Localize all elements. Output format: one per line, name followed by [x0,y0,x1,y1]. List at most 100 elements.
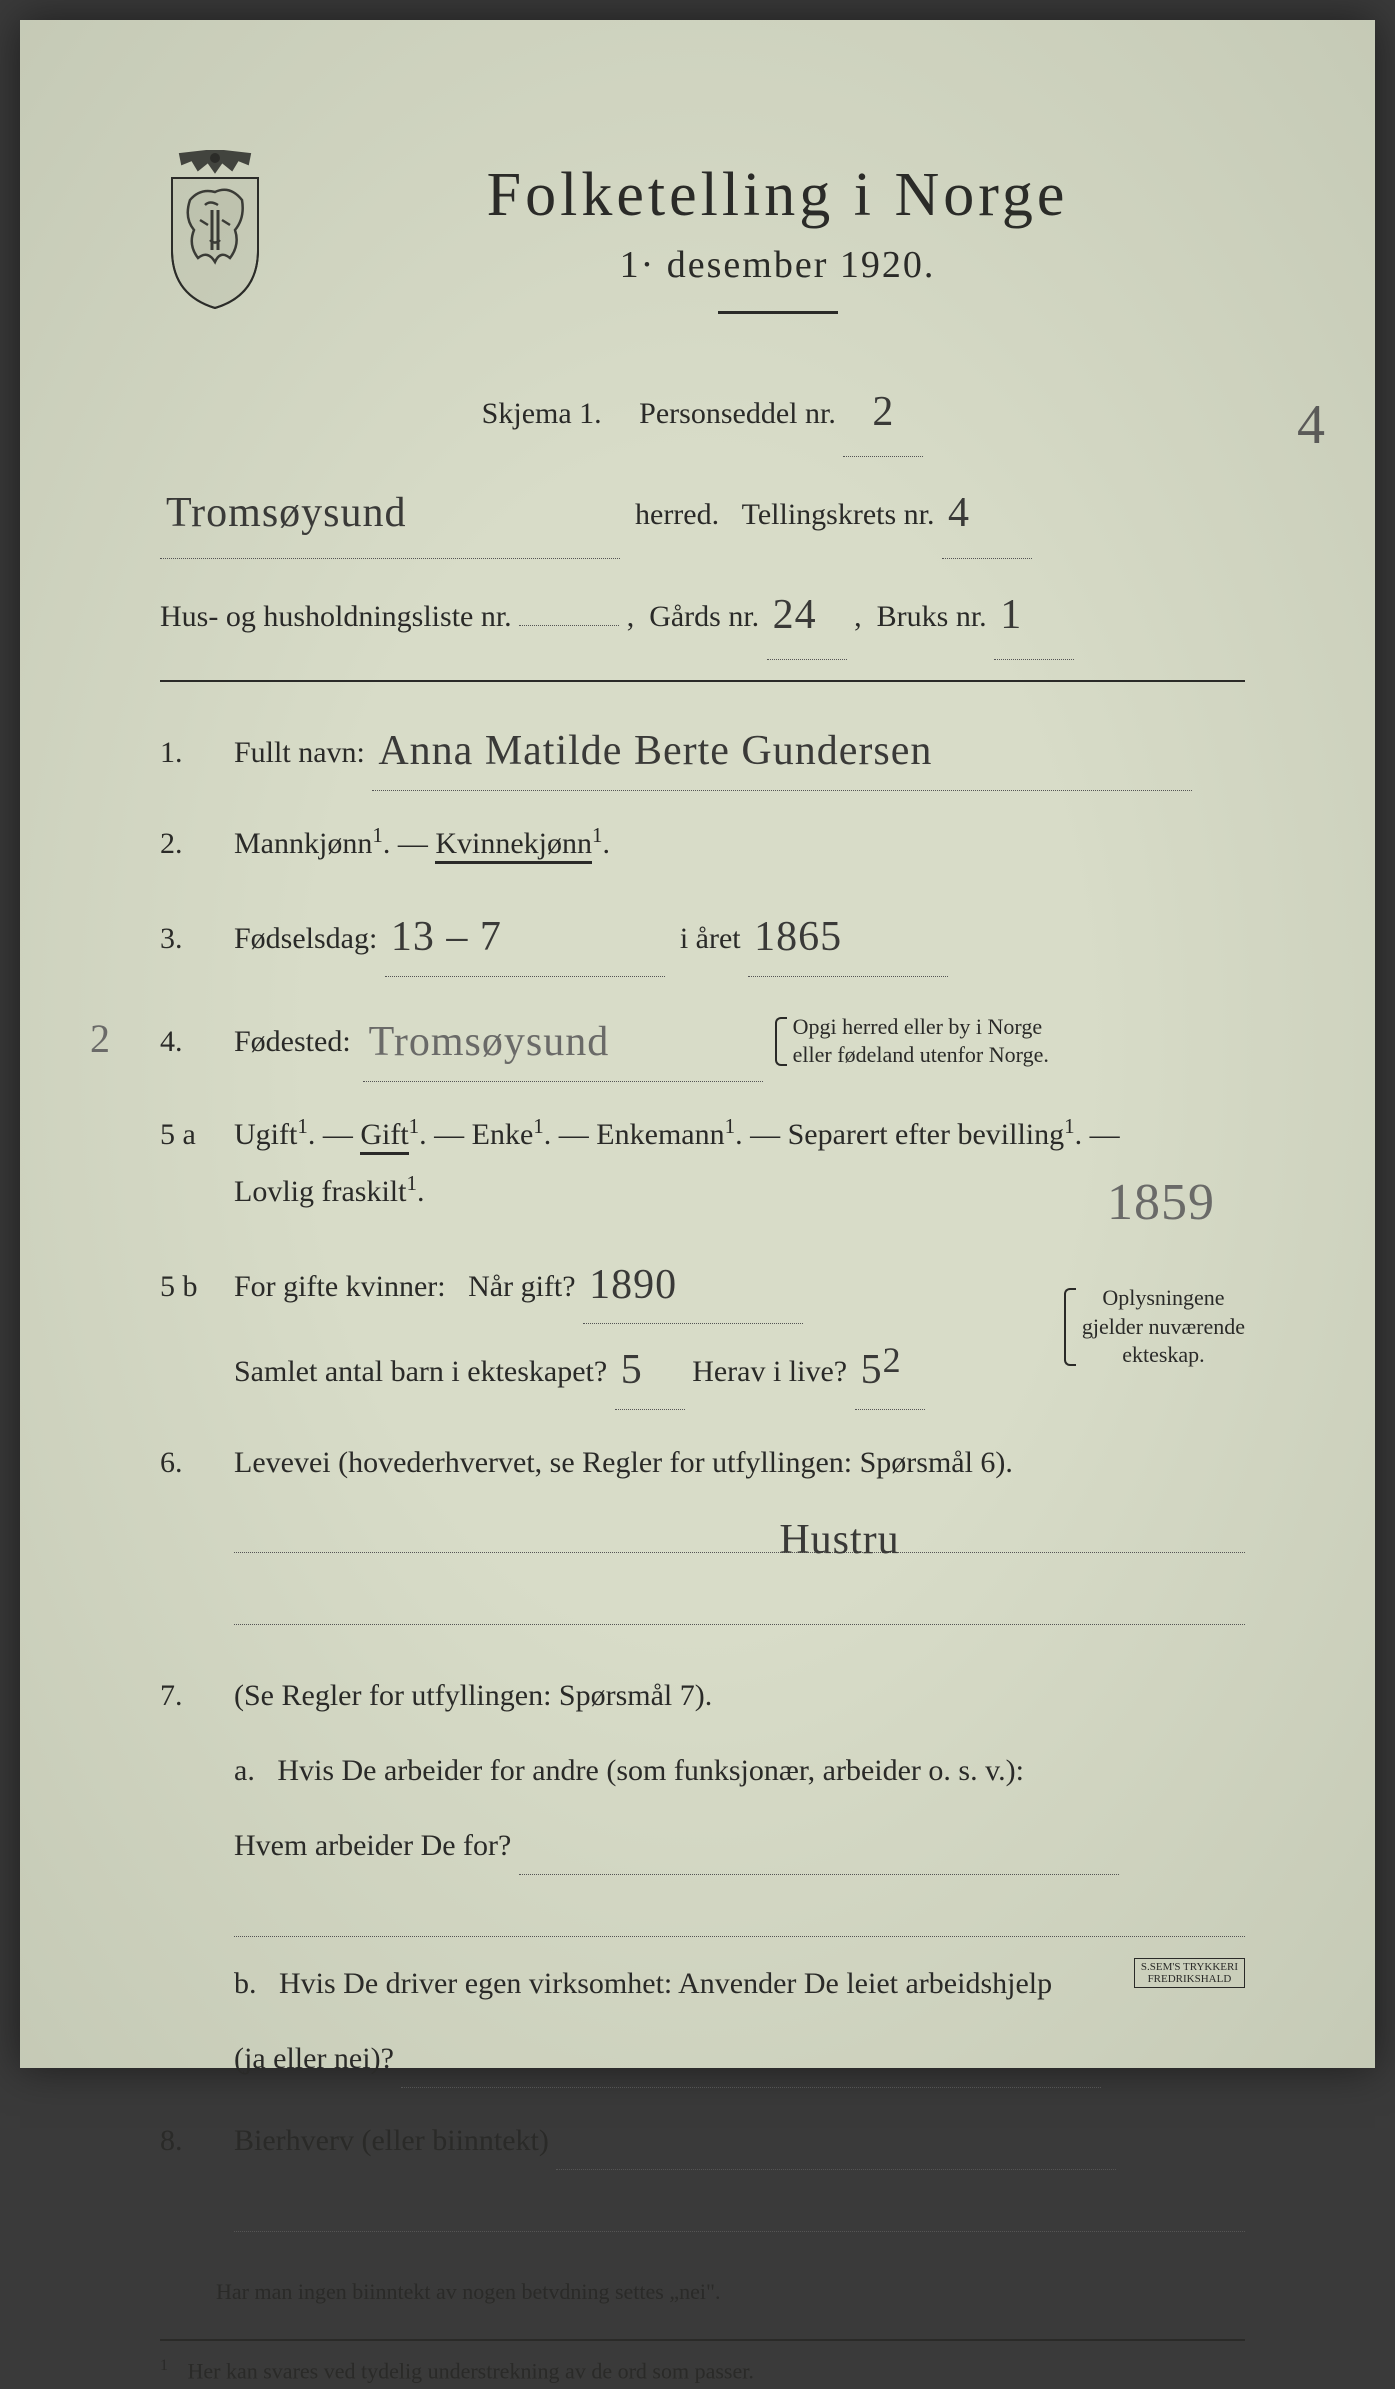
q6-value: Hustru [779,1517,899,1563]
header: Folketelling i Norge 1· desember 1920. [160,130,1245,354]
footnote-num: 1 [160,2357,168,2374]
q5a-line2: Lovlig fraskilt [234,1175,406,1208]
personseddel-nr: 2 [872,389,894,435]
q2-mann: Mannkjønn [234,827,372,860]
q4-value: Tromsøysund [369,1019,610,1065]
q7-label: (Se Regler for utfyllingen: Spørsmål 7). [234,1679,712,1712]
tellingskrets-label: Tellingskrets nr. [742,498,935,531]
q3-row: 3. Fødselsdag: 13 – 7 i året 1865 [160,896,1245,977]
q2-dash: — [398,827,436,860]
skjema-label: Skjema 1. [482,397,602,430]
q5a-pencil-year: 1859 [1107,1154,1215,1253]
q5a-opt4: Separert efter bevilling [788,1118,1065,1151]
personseddel-label: Personseddel nr. [639,397,836,430]
q5a-row: 5 a Ugift1. — Gift1. — Enke1. — Enkemann… [160,1106,1245,1220]
q5a-opt1: Gift [360,1118,408,1155]
gards-nr: 24 [773,592,817,638]
shield-svg [160,150,270,310]
q5b-num: 5 b [160,1258,210,1315]
q5b-alive-sup: 2 [883,1340,902,1380]
q7b-text2: (ja eller nei)? [234,2042,394,2075]
q6-row: 6. Levevei (hovederhvervet, se Regler fo… [160,1434,1245,1643]
q8-num: 8. [160,2112,210,2169]
skjema-line: Skjema 1. Personseddel nr. 2 4 [160,364,1245,457]
q5b-note1: Oplysningene [1102,1285,1224,1310]
q8-label: Bierhverv (eller biinntekt) [234,2124,549,2157]
q2-sup2: 1 [592,823,603,847]
q3-year: 1865 [754,914,842,960]
q8-row: 8. Bierhverv (eller biinntekt) [160,2112,1245,2250]
q5b-year: 1890 [589,1262,677,1308]
printer-mark: S.SEM'S TRYKKERI FREDRIKSHALD [1134,1958,1245,1988]
q2-num: 2. [160,815,210,872]
q5b-note2: gjelder nuværende [1082,1314,1245,1339]
q5a-opt0: Ugift [234,1118,297,1151]
q1-row: 1. Fullt navn: Anna Matilde Berte Gunder… [160,710,1245,791]
q4-label: Fødested: [234,1013,351,1070]
q6-blank [234,1571,1245,1625]
q2-kvinne: Kvinnekjønn [435,827,592,864]
q5b-note: Oplysningene gjelder nuværende ekteskap. [1064,1284,1245,1370]
q3-yearlabel: i året [680,922,741,955]
bruks-nr: 1 [1000,592,1022,638]
q5a-opt3: Enkemann [596,1118,724,1151]
title-rule [718,311,838,314]
subtitle-date: 1· desember 1920. [310,243,1245,287]
tellingskrets-nr: 4 [948,490,970,536]
q1-num: 1. [160,724,210,781]
q7b-label: b. [234,1967,257,2000]
q1-value: Anna Matilde Berte Gundersen [378,728,932,774]
q7-row: 7. (Se Regler for utfyllingen: Spørsmål … [160,1667,1245,2088]
footnote-rule [160,2339,1245,2341]
q5a-num: 5 a [160,1106,210,1163]
q7b-text1: Hvis De driver egen virksomhet: Anvender… [279,1967,1052,2000]
q6-num: 6. [160,1434,210,1491]
q2-row: 2. Mannkjønn1. — Kvinnekjønn1. [160,815,1245,872]
q7a-label: a. [234,1754,255,1787]
q4-row: 2 4. Fødested: Tromsøysund Opgi herred e… [160,1001,1245,1082]
coat-of-arms-icon [160,150,270,310]
main-title: Folketelling i Norge [310,160,1245,231]
herred-name: Tromsøysund [166,490,407,536]
herred-label: herred. [635,498,719,531]
census-form-page: Folketelling i Norge 1· desember 1920. S… [20,20,1375,2068]
gards-label: Gårds nr. [649,600,759,633]
q3-label: Fødselsdag: [234,922,377,955]
q5b-labelc: Samlet antal barn i ekteskapet? [234,1355,607,1388]
q5b-alive: 5 [861,1347,883,1393]
title-block: Folketelling i Norge 1· desember 1920. [310,130,1245,354]
printer-line1: S.SEM'S TRYKKERI [1141,1961,1238,1973]
q4-margin: 2 [90,1001,110,1077]
q1-label: Fullt navn: [234,736,365,769]
q5b-labela: For gifte kvinner: [234,1270,446,1303]
q7-num: 7. [160,1667,210,1724]
hus-label: Hus- og husholdningsliste nr. [160,600,512,633]
q4-num: 4. [160,1013,210,1070]
footnote-text: Her kan svares ved tydelig understreknin… [188,2359,754,2384]
q2-sup1: 1 [372,823,383,847]
q6-label: Levevei (hovederhvervet, se Regler for u… [234,1446,1013,1479]
q5b-labelb: Når gift? [468,1270,575,1303]
q3-day: 13 – 7 [391,914,502,960]
q7a-text2: Hvem arbeider De for? [234,1829,511,1862]
q4-note: Opgi herred eller by i Norge eller fødel… [775,1013,1049,1070]
q3-num: 3. [160,910,210,967]
bruks-label: Bruks nr. [877,600,987,633]
q8-blank [234,2178,1245,2232]
printer-line2: FREDRIKSHALD [1148,1973,1232,1985]
q5b-row: 5 b For gifte kvinner: Når gift? 1890 Sa… [160,1244,1245,1411]
q5b-total: 5 [621,1347,643,1393]
margin-number-4: 4 [1297,364,1325,487]
foot-line1: Har man ingen biinntekt av nogen betvdni… [160,2274,1245,2309]
q4-note1: Opgi herred eller by i Norge [793,1014,1042,1039]
q5b-note3: ekteskap. [1122,1342,1204,1367]
herred-line: Tromsøysund herred. Tellingskrets nr. 4 [160,465,1245,558]
q7a-blank [234,1883,1245,1937]
footnote: 1 Her kan svares ved tydelig understrekn… [160,2353,1245,2389]
q5b-labeld: Herav i live? [692,1355,847,1388]
divider-1 [160,680,1245,682]
q4-note2: eller fødeland utenfor Norge. [793,1042,1049,1067]
hus-line: Hus- og husholdningsliste nr. , Gårds nr… [160,567,1245,660]
q5a-opt2: Enke [472,1118,534,1151]
q7a-text1: Hvis De arbeider for andre (som funksjon… [277,1754,1024,1787]
